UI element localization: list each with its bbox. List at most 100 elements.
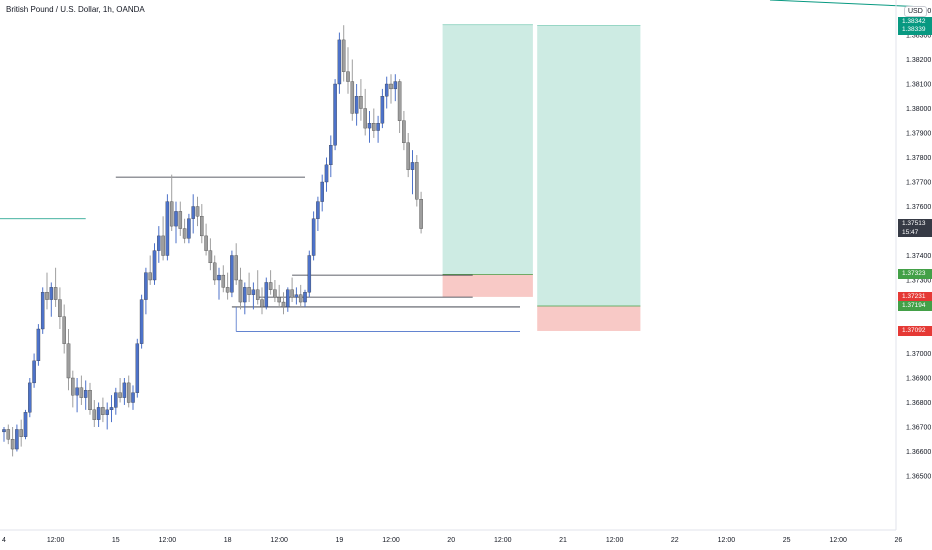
candle-body xyxy=(402,120,406,143)
candle-body xyxy=(264,282,269,308)
candlestick xyxy=(53,267,58,307)
candle-body xyxy=(131,392,135,403)
price-tick-label: 1.36900 xyxy=(906,376,931,383)
candlestick xyxy=(195,196,200,227)
price-tick-label: 1.38200 xyxy=(906,57,931,64)
candlestick xyxy=(359,79,363,121)
candlestick xyxy=(324,157,329,192)
candlestick xyxy=(157,226,161,263)
price-label: 1.37323 xyxy=(898,269,932,280)
candle-body xyxy=(114,392,118,408)
candle-body xyxy=(333,83,337,146)
currency-button[interactable]: USD xyxy=(904,6,927,17)
candle-body xyxy=(135,343,140,393)
price-label: 1.37513 15:47 xyxy=(898,218,932,237)
candle-body xyxy=(182,228,187,239)
candlestick xyxy=(83,380,88,410)
candlestick xyxy=(303,289,307,307)
candlestick xyxy=(208,238,213,271)
candle-body xyxy=(2,429,6,433)
candlestick xyxy=(243,282,247,315)
candlestick xyxy=(419,191,423,234)
candlestick xyxy=(346,47,350,94)
candle-body xyxy=(221,274,226,288)
candlestick xyxy=(234,243,238,285)
position-stop-zone[interactable] xyxy=(442,274,533,297)
candlestick xyxy=(221,265,226,293)
candle-body xyxy=(298,294,303,303)
candle-body xyxy=(53,287,58,300)
position-target-zone[interactable] xyxy=(537,25,641,306)
candlestick xyxy=(320,174,324,212)
price-label: 1.37092 xyxy=(898,325,932,336)
candle-body xyxy=(247,287,251,295)
candlestick xyxy=(277,284,281,307)
candlestick xyxy=(281,292,286,315)
candlestick xyxy=(415,155,419,207)
price-label: 1.37231 xyxy=(898,291,932,302)
candle-body xyxy=(311,218,316,256)
time-tick-label: 25 xyxy=(783,537,791,544)
candlestick xyxy=(350,59,355,121)
candlestick xyxy=(230,250,234,298)
candle-body xyxy=(36,328,41,362)
candlestick xyxy=(36,324,41,366)
candlestick xyxy=(135,338,140,398)
candlestick xyxy=(161,216,165,261)
candlestick xyxy=(200,204,204,244)
position-target-zone[interactable] xyxy=(442,24,533,275)
candlestick xyxy=(225,272,230,300)
time-tick-label: 12:00 xyxy=(382,537,400,544)
candle-body xyxy=(23,412,28,437)
candlestick xyxy=(105,402,109,430)
candlestick xyxy=(247,272,251,303)
candle-body xyxy=(139,299,144,344)
candle-body xyxy=(191,206,195,219)
price-tick-label: 1.37800 xyxy=(906,155,931,162)
candle-body xyxy=(294,294,299,298)
candlestick xyxy=(238,267,243,310)
candle-body xyxy=(28,382,32,413)
candle-body xyxy=(58,299,62,317)
price-tick-label: 1.36600 xyxy=(906,449,931,456)
time-tick-label: 12:00 xyxy=(606,537,624,544)
candlestick xyxy=(251,282,256,310)
candle-body xyxy=(367,123,372,129)
position-stop-zone[interactable] xyxy=(537,305,641,331)
candlestick xyxy=(96,402,101,427)
candle-body xyxy=(105,409,109,415)
candle-body xyxy=(79,387,84,398)
position-boxes[interactable] xyxy=(442,24,641,331)
candlestick xyxy=(273,280,277,303)
time-axis[interactable]: 4 12:00 15 12:00 18 12:00 19 12:00 20 12:00 21 12:0… xyxy=(2,537,902,544)
price-label: 1.37194 xyxy=(898,300,932,311)
candle-body xyxy=(157,235,161,251)
candlestick xyxy=(19,419,23,447)
candlestick xyxy=(178,201,183,236)
trend-line[interactable] xyxy=(769,0,926,8)
candle-body xyxy=(15,429,19,450)
candlestick xyxy=(264,277,269,310)
candlestick xyxy=(384,76,389,109)
candle-body xyxy=(384,83,389,97)
candle-body xyxy=(88,390,92,411)
candlestick xyxy=(6,424,11,445)
candlestick xyxy=(40,287,45,334)
candlestick xyxy=(32,353,36,388)
candle-body xyxy=(200,216,204,237)
price-tick-label: 1.37400 xyxy=(906,253,931,260)
candle-body xyxy=(290,289,294,298)
candle-body xyxy=(397,81,402,121)
candle-body xyxy=(376,123,380,131)
candlestick xyxy=(114,387,118,415)
candle-body xyxy=(71,377,75,396)
candlestick xyxy=(66,329,71,391)
candle-body xyxy=(208,250,213,264)
candle-body xyxy=(101,407,105,415)
candle-body xyxy=(393,81,398,90)
candlestick xyxy=(290,277,294,303)
candlestick xyxy=(187,213,191,244)
candlestick xyxy=(337,32,342,94)
candle-body xyxy=(118,392,122,398)
